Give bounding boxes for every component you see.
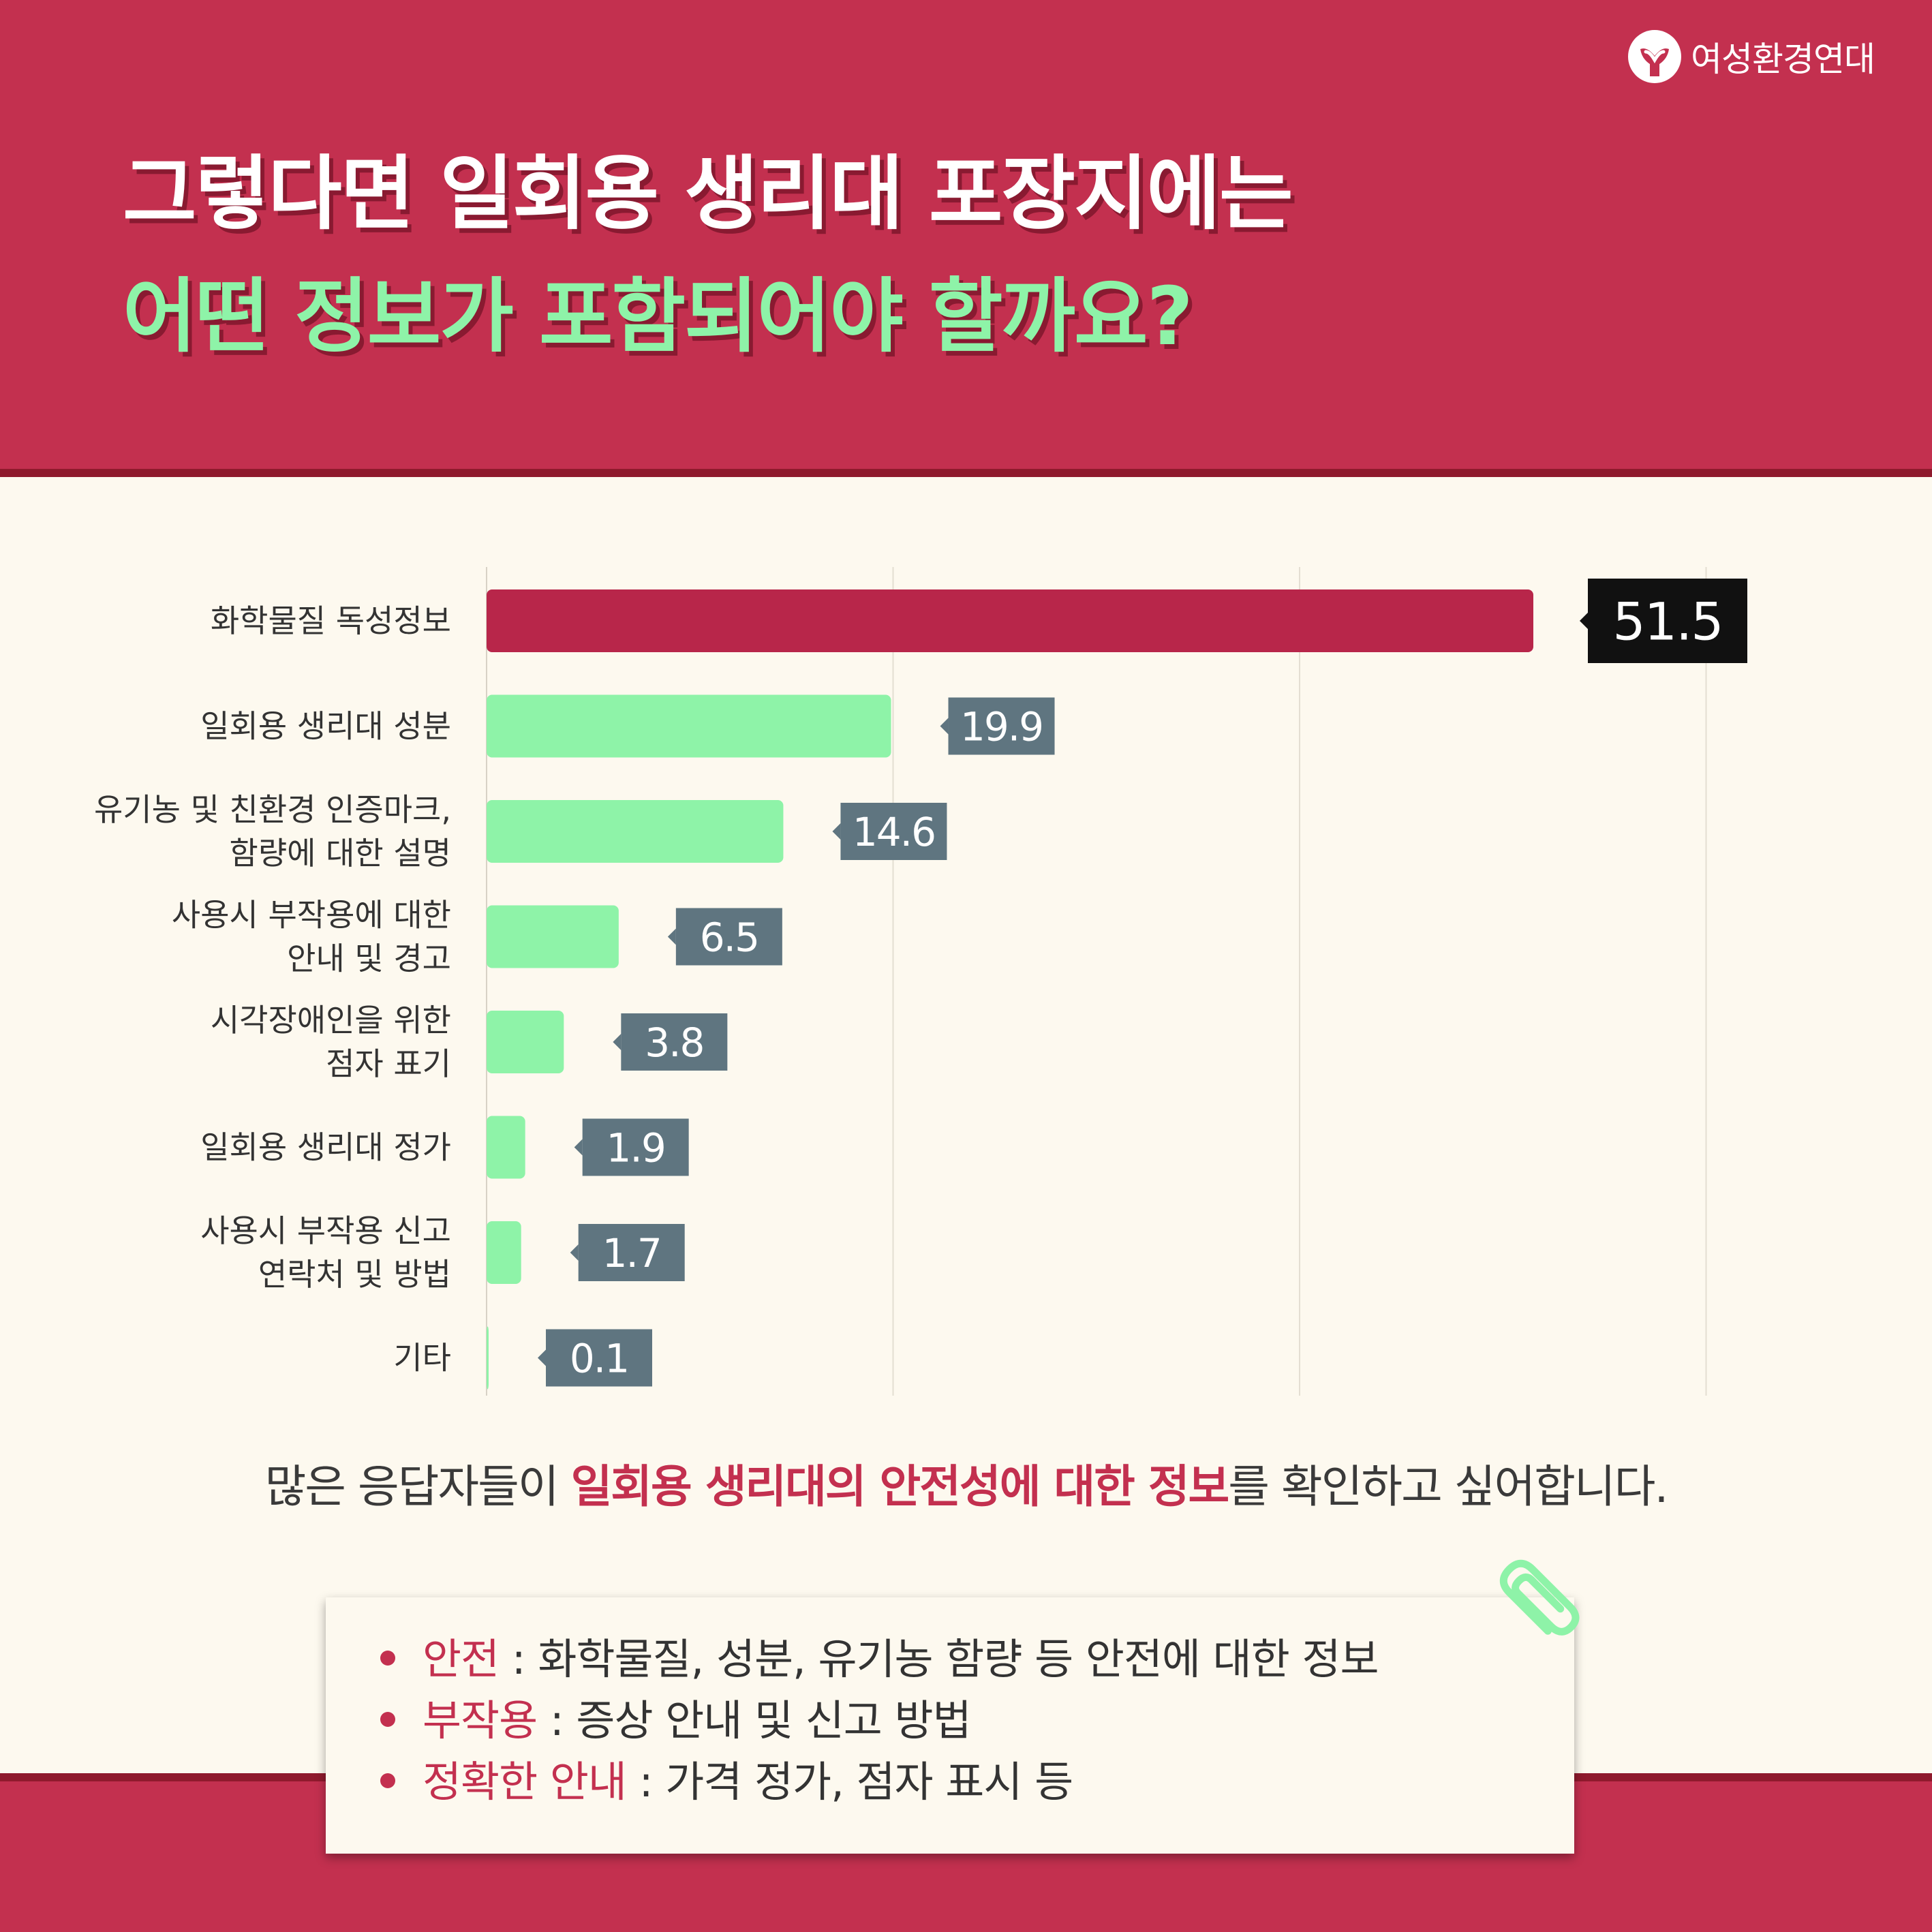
note-item-side-effects: 부작용 : 증상 안내 및 신고 방법 <box>380 1690 1379 1751</box>
value-label: 14.6 <box>853 809 935 855</box>
category-label: 점자 표기 <box>326 1045 451 1082</box>
note-item-accurate-guide: 정확한 안내 : 가격 정가, 점자 표시 등 <box>380 1751 1379 1813</box>
category-label: 유기농 및 친환경 인증마크, <box>94 791 451 828</box>
survey-bar-chart: 화학물질 독성정보 51.5 일회용 생리대 성분 19.9 유기농 및 친환경 인증마… <box>94 567 1747 1396</box>
summary-highlight: 일회용 생리대의 안전성에 대한 정보 <box>570 1460 1230 1513</box>
value-label-box <box>546 1329 652 1387</box>
value-label: 3.8 <box>645 1019 703 1066</box>
bullet-icon <box>380 1711 395 1727</box>
value-label: 6.5 <box>700 914 758 960</box>
value-label-box <box>840 803 947 860</box>
summary-before: 많은 응답자들이 <box>264 1460 571 1513</box>
category-label: 시각장애인을 위한 <box>211 1002 451 1039</box>
category-label: 연락처 및 방법 <box>258 1256 451 1293</box>
bar <box>487 1011 564 1073</box>
value-label-pointer <box>832 823 841 840</box>
brand-name: 여성환경연대 <box>1691 40 1875 79</box>
value-label-box <box>1588 579 1747 663</box>
value-label-box <box>578 1224 685 1281</box>
bar <box>487 800 784 863</box>
note-list: 안전 : 화학물질, 성분, 유기농 함량 등 안전에 대한 정보 부작용 : … <box>380 1629 1379 1813</box>
summary-after: 를 확인하고 싶어합니다. <box>1228 1460 1668 1513</box>
note-term: 부작용 <box>423 1696 538 1745</box>
value-label-pointer <box>940 718 949 735</box>
category-label: 안내 및 경고 <box>287 940 451 977</box>
note-text: : 화학물질, 성분, 유기농 함량 등 안전에 대한 정보 <box>499 1634 1379 1684</box>
note-text: : 가격 정가, 점자 표시 등 <box>626 1757 1074 1807</box>
value-label: 0.1 <box>570 1335 628 1381</box>
value-label: 51.5 <box>1612 591 1722 651</box>
bar <box>487 1221 521 1284</box>
value-label-pointer <box>667 928 676 945</box>
paperclip-icon <box>1499 1559 1580 1636</box>
value-label-box <box>948 697 1055 755</box>
header-band <box>0 0 1932 469</box>
bullet-icon <box>380 1650 395 1666</box>
bar <box>487 1116 525 1179</box>
category-label: 일회용 생리대 성분 <box>200 708 451 745</box>
brand-logo-icon <box>1628 30 1681 83</box>
category-label: 화학물질 독성정보 <box>211 602 451 639</box>
bar <box>487 589 1533 652</box>
headline-line-2: 어떤 정보가 포함되어야 할까요? <box>123 269 1193 363</box>
note-card: 안전 : 화학물질, 성분, 유기농 함량 등 안전에 대한 정보 부작용 : … <box>326 1597 1574 1854</box>
bar <box>487 905 619 968</box>
bar <box>487 694 891 758</box>
value-label: 19.9 <box>960 703 1043 750</box>
value-label-pointer <box>1580 613 1588 629</box>
value-label: 1.7 <box>602 1230 661 1276</box>
note-term: 정확한 안내 <box>423 1757 627 1807</box>
value-label-pointer <box>613 1034 622 1050</box>
category-label: 사용시 부작용에 대한 <box>172 897 451 934</box>
brand-logo: 여성환경연대 <box>1627 29 1875 85</box>
value-label-pointer <box>574 1139 583 1156</box>
value-label-box <box>621 1013 728 1071</box>
bar <box>487 1326 489 1390</box>
header-divider <box>0 469 1932 477</box>
note-item-safety: 안전 : 화학물질, 성분, 유기농 함량 등 안전에 대한 정보 <box>380 1629 1379 1690</box>
value-label: 1.9 <box>607 1124 665 1171</box>
value-label-pointer <box>538 1349 546 1366</box>
value-label-pointer <box>570 1244 579 1261</box>
note-term: 안전 <box>423 1634 500 1684</box>
category-label: 사용시 부작용 신고 <box>200 1212 451 1249</box>
bullet-icon <box>380 1773 395 1788</box>
category-label: 일회용 생리대 정가 <box>200 1129 451 1166</box>
summary-sentence: 많은 응답자들이 일회용 생리대의 안전성에 대한 정보를 확인하고 싶어합니다… <box>0 1450 1932 1516</box>
category-label: 함량에 대한 설명 <box>230 835 451 872</box>
note-text: : 증상 안내 및 신고 방법 <box>537 1696 972 1745</box>
category-label: 기타 <box>393 1340 451 1377</box>
value-label-box <box>675 908 782 966</box>
headline-line-1: 그렇다면 일회용 생리대 포장지에는 <box>123 147 1293 241</box>
value-label-box <box>582 1118 689 1176</box>
